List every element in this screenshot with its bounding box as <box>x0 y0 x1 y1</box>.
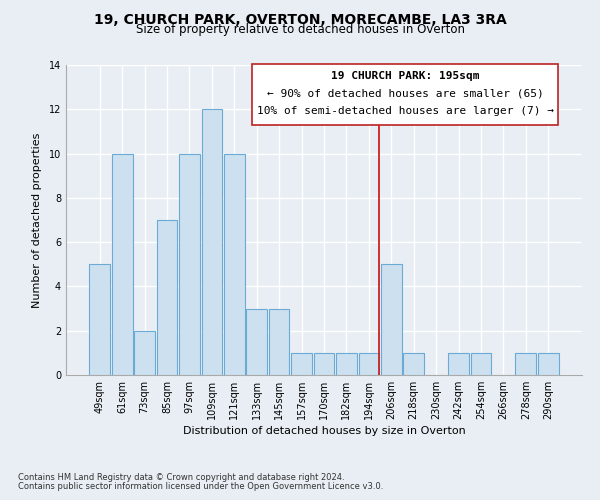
Text: ← 90% of detached houses are smaller (65): ← 90% of detached houses are smaller (65… <box>267 88 544 98</box>
Bar <box>134 330 155 375</box>
Bar <box>336 353 357 375</box>
Bar <box>448 353 469 375</box>
Bar <box>291 353 312 375</box>
Bar <box>247 308 267 375</box>
Text: Size of property relative to detached houses in Overton: Size of property relative to detached ho… <box>136 22 464 36</box>
Bar <box>224 154 245 375</box>
Bar <box>470 353 491 375</box>
Text: 19, CHURCH PARK, OVERTON, MORECAMBE, LA3 3RA: 19, CHURCH PARK, OVERTON, MORECAMBE, LA3… <box>94 12 506 26</box>
Bar <box>515 353 536 375</box>
Text: Contains HM Land Registry data © Crown copyright and database right 2024.: Contains HM Land Registry data © Crown c… <box>18 474 344 482</box>
Bar <box>179 154 200 375</box>
Text: 10% of semi-detached houses are larger (7) →: 10% of semi-detached houses are larger (… <box>257 106 554 116</box>
Bar <box>89 264 110 375</box>
Text: 19 CHURCH PARK: 195sqm: 19 CHURCH PARK: 195sqm <box>331 70 479 81</box>
Bar <box>403 353 424 375</box>
Bar <box>359 353 379 375</box>
Bar <box>269 308 289 375</box>
Text: Contains public sector information licensed under the Open Government Licence v3: Contains public sector information licen… <box>18 482 383 491</box>
FancyBboxPatch shape <box>252 64 559 125</box>
Bar <box>202 110 222 375</box>
Bar <box>381 264 401 375</box>
X-axis label: Distribution of detached houses by size in Overton: Distribution of detached houses by size … <box>182 426 466 436</box>
Bar <box>112 154 133 375</box>
Bar <box>314 353 334 375</box>
Bar <box>157 220 178 375</box>
Y-axis label: Number of detached properties: Number of detached properties <box>32 132 42 308</box>
Bar <box>538 353 559 375</box>
